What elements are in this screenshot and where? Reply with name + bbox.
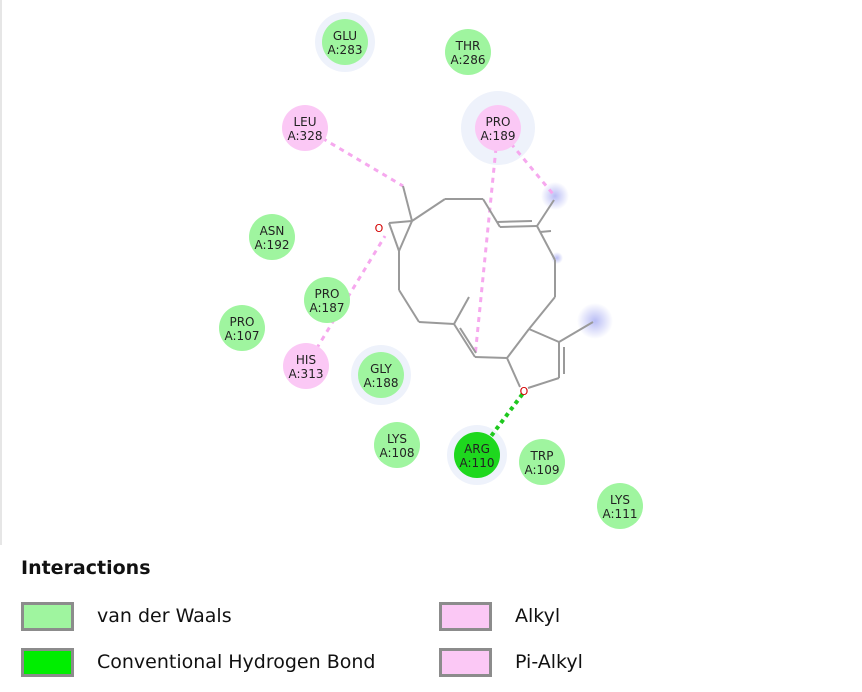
legend-label: Conventional Hydrogen Bond — [97, 651, 376, 673]
residue-circle — [322, 19, 368, 65]
residue-circle — [475, 105, 521, 151]
residue-id: A:107 — [225, 329, 260, 343]
legend-swatch-pi-alkyl — [439, 647, 492, 677]
residue-id: A:189 — [481, 129, 516, 143]
residue-name: TRP — [530, 449, 554, 463]
legend-swatch-alkyl — [439, 601, 492, 631]
halo-layer — [315, 12, 535, 485]
residue-id: A:109 — [525, 463, 560, 477]
residue-name: GLU — [333, 29, 357, 43]
legend-label: Alkyl — [515, 605, 561, 627]
legend-label: van der Waals — [97, 605, 232, 627]
oxygen-atom-furan: O — [520, 385, 529, 398]
residue-circle — [445, 29, 491, 75]
residue-circle — [249, 214, 295, 260]
residue-circle — [597, 483, 643, 529]
residue-circle — [283, 343, 329, 389]
atom-halo-layer — [541, 182, 613, 339]
residue-id: A:110 — [460, 456, 495, 470]
legend-item-conventional-hydrogen-bond: Conventional Hydrogen Bond — [21, 644, 375, 680]
residue-id: A:187 — [310, 301, 345, 315]
residue-circle — [374, 422, 420, 468]
residue-name: LYS — [610, 493, 630, 507]
residue-id: A:192 — [255, 238, 290, 252]
residue-name: PRO — [229, 315, 254, 329]
residue-name: LEU — [293, 115, 316, 129]
residue-name: PRO — [314, 287, 339, 301]
residue-circle — [358, 352, 404, 398]
oxygen-atom-epoxide: O — [375, 222, 384, 235]
legend-swatch-hydrogen-bond — [21, 647, 74, 677]
residue-id: A:283 — [328, 43, 363, 57]
residue-name: HIS — [296, 353, 316, 367]
residue-name: THR — [455, 39, 481, 53]
legend-swatch-van-der-waals — [21, 601, 74, 631]
residue-id: A:313 — [289, 367, 324, 381]
legend-title: Interactions — [21, 557, 151, 579]
legend-item-van-der-waals: van der Waals — [21, 598, 232, 634]
residue-circle — [282, 105, 328, 151]
residue-id: A:328 — [288, 129, 323, 143]
legend-item-alkyl: Alkyl — [439, 598, 560, 634]
residue-id: A:111 — [603, 507, 638, 521]
residue-name: PRO — [485, 115, 510, 129]
ligand-atom-labels: O O — [375, 222, 529, 398]
legend-label: Pi-Alkyl — [515, 651, 583, 673]
residue-name: ARG — [464, 442, 490, 456]
residue-circle — [219, 305, 265, 351]
residue-id: A:188 — [364, 376, 399, 390]
ligand-bonds — [388, 185, 594, 389]
residue-circle — [454, 432, 500, 478]
residue-circle — [304, 277, 350, 323]
residue-name: GLY — [370, 362, 392, 376]
legend-item-pi-alkyl: Pi-Alkyl — [439, 644, 583, 680]
residue-circle — [519, 439, 565, 485]
residue-name: ASN — [260, 224, 285, 238]
residue-id: A:286 — [451, 53, 486, 67]
residue-name: LYS — [387, 432, 407, 446]
residue-id: A:108 — [380, 446, 415, 460]
